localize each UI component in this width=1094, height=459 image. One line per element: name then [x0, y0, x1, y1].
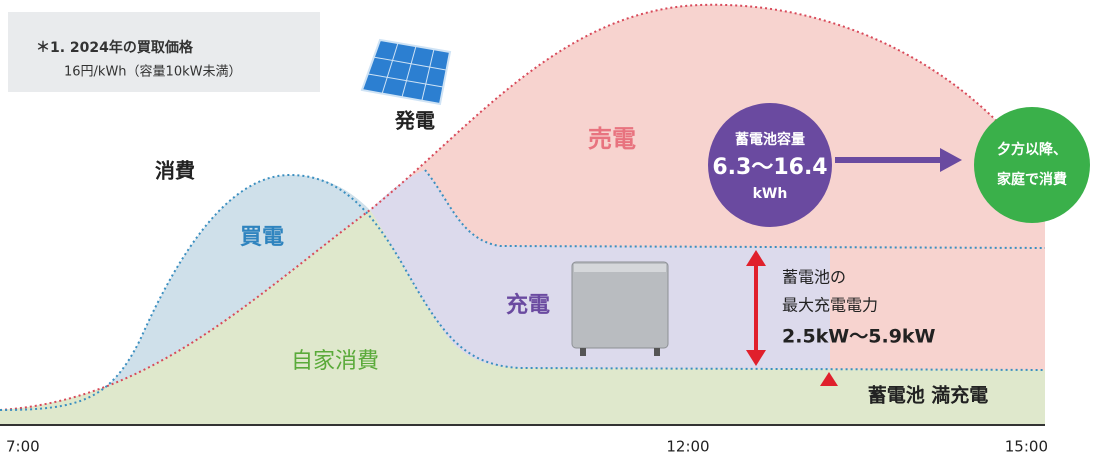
- self-consumption-area: [0, 210, 1045, 425]
- consumption-label: 消費: [155, 159, 195, 183]
- charge-power-line1: 蓄電池の: [782, 268, 846, 287]
- evening-line1: 夕方以降、: [997, 141, 1067, 158]
- capacity-value: 6.3〜16.4: [712, 155, 827, 180]
- consumption-curve: [0, 173, 1046, 411]
- self-consumption-label: 自家消費: [291, 349, 379, 374]
- charge-arrow-top: [746, 250, 766, 266]
- solar-panel: [360, 38, 452, 106]
- charging-label: 充電: [506, 292, 550, 318]
- selling-label: 売電: [588, 125, 636, 153]
- charge-power-line2: 最大充電電力: [782, 296, 878, 315]
- buying-label: 買電: [240, 225, 284, 250]
- arrow-head: [940, 148, 962, 172]
- full-charge-marker: [820, 372, 838, 386]
- capacity-unit: kWh: [753, 186, 788, 202]
- capacity-circle: [708, 103, 832, 227]
- time-label: 15:00: [1005, 438, 1048, 456]
- charge-top-line: [424, 169, 1046, 249]
- generation-label: 発電: [394, 109, 435, 133]
- evening-circle: [974, 107, 1090, 223]
- note-box: [8, 12, 320, 92]
- note-title: ＊1. 2024年の買取価格: [36, 39, 194, 56]
- note-detail: 16円/kWh（容量10kW未満）: [64, 64, 241, 80]
- capacity-title: 蓄電池容量: [735, 131, 805, 148]
- time-label: 7:00: [6, 438, 40, 456]
- time-label: 12:00: [666, 438, 709, 456]
- full-charge-label: 蓄電池 満充電: [868, 384, 989, 407]
- battery-unit: [571, 261, 669, 356]
- charge-power-value: 2.5kW〜5.9kW: [782, 326, 936, 348]
- charge-arrow-bottom: [746, 350, 766, 366]
- evening-line2: 家庭で消費: [997, 171, 1067, 188]
